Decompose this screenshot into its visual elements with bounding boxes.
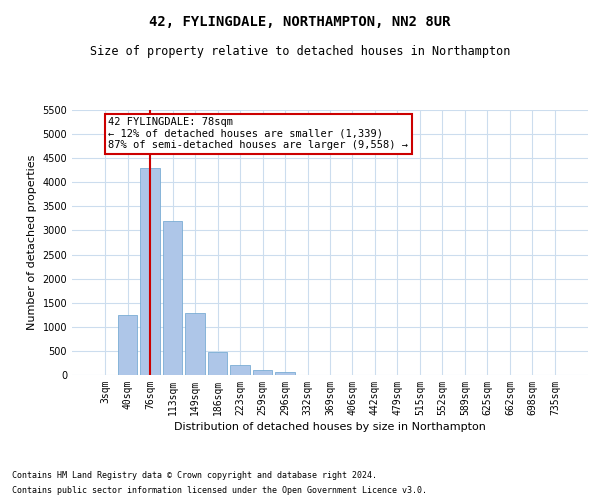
Bar (253, 370, 272, 375)
Bar (185, 314, 205, 375)
Y-axis label: Number of detached properties: Number of detached properties (27, 155, 37, 330)
Text: 42 FYLINGDALE: 78sqm
← 12% of detached houses are smaller (1,339)
87% of semi-de: 42 FYLINGDALE: 78sqm ← 12% of detached h… (109, 117, 409, 150)
Bar (208, 352, 227, 375)
Bar (140, 168, 160, 375)
Bar (163, 221, 182, 375)
Bar (118, 315, 137, 375)
Text: Size of property relative to detached houses in Northampton: Size of property relative to detached ho… (90, 45, 510, 58)
Text: Contains HM Land Registry data © Crown copyright and database right 2024.: Contains HM Land Registry data © Crown c… (12, 471, 377, 480)
X-axis label: Distribution of detached houses by size in Northampton: Distribution of detached houses by size … (174, 422, 486, 432)
Text: Contains public sector information licensed under the Open Government Licence v3: Contains public sector information licen… (12, 486, 427, 495)
Bar (275, 372, 295, 375)
Text: 42, FYLINGDALE, NORTHAMPTON, NN2 8UR: 42, FYLINGDALE, NORTHAMPTON, NN2 8UR (149, 15, 451, 29)
Bar (230, 366, 250, 375)
